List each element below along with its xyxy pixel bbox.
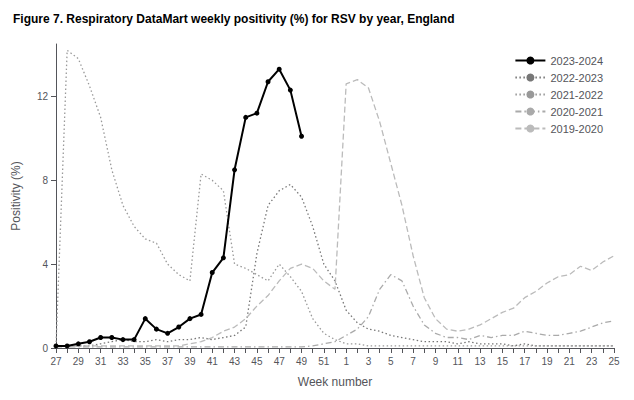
svg-text:2023-2024: 2023-2024 — [550, 55, 603, 67]
svg-text:31: 31 — [95, 356, 107, 367]
svg-text:19: 19 — [541, 356, 553, 367]
svg-text:5: 5 — [388, 356, 394, 367]
svg-text:11: 11 — [453, 356, 464, 367]
svg-text:39: 39 — [184, 356, 196, 367]
svg-text:2020-2021: 2020-2021 — [550, 106, 603, 118]
svg-text:0: 0 — [42, 343, 48, 354]
svg-text:45: 45 — [251, 356, 263, 367]
svg-text:35: 35 — [140, 356, 152, 367]
svg-text:37: 37 — [162, 356, 174, 367]
svg-text:21: 21 — [564, 356, 576, 367]
svg-text:43: 43 — [229, 356, 241, 367]
svg-text:13: 13 — [475, 356, 487, 367]
svg-text:Figure 7. Respiratory DataMart: Figure 7. Respiratory DataMart weekly po… — [13, 12, 454, 26]
svg-text:Positivity (%): Positivity (%) — [9, 161, 23, 230]
svg-text:3: 3 — [366, 356, 372, 367]
svg-text:17: 17 — [519, 356, 531, 367]
svg-text:29: 29 — [73, 356, 85, 367]
svg-text:Week number: Week number — [298, 375, 372, 389]
svg-text:25: 25 — [608, 356, 620, 367]
svg-text:2022-2023: 2022-2023 — [550, 72, 603, 84]
svg-text:2021-2022: 2021-2022 — [550, 89, 603, 101]
svg-text:1: 1 — [343, 356, 349, 367]
svg-text:4: 4 — [42, 259, 48, 270]
svg-text:49: 49 — [296, 356, 308, 367]
svg-text:2019-2020: 2019-2020 — [550, 123, 603, 135]
svg-text:23: 23 — [586, 356, 598, 367]
svg-text:12: 12 — [37, 91, 49, 102]
svg-text:41: 41 — [207, 356, 219, 367]
svg-text:51: 51 — [318, 356, 330, 367]
svg-text:15: 15 — [497, 356, 509, 367]
svg-text:27: 27 — [50, 356, 62, 367]
svg-text:47: 47 — [274, 356, 286, 367]
svg-text:9: 9 — [433, 356, 439, 367]
svg-text:33: 33 — [117, 356, 129, 367]
svg-text:7: 7 — [410, 356, 416, 367]
svg-text:8: 8 — [42, 175, 48, 186]
